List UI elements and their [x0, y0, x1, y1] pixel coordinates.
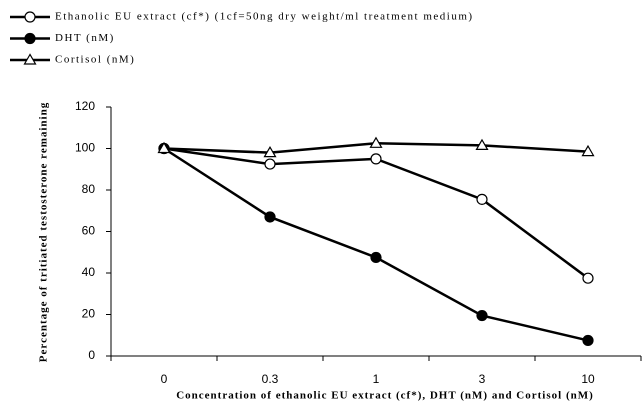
legend-marker — [23, 53, 37, 65]
data-point — [157, 141, 171, 154]
series-line — [163, 147, 589, 342]
data-point — [263, 145, 277, 158]
x-tick-label: 3 — [479, 372, 486, 386]
y-tick-label: 120 — [75, 99, 95, 113]
y-axis-label: Percentage of tritiated testosterone rem… — [38, 102, 50, 362]
data-point — [370, 153, 382, 165]
data-point — [475, 138, 489, 150]
y-tick-label: 100 — [75, 141, 95, 155]
legend-label: Cortisol (nM) — [55, 54, 135, 66]
y-tick-label: 60 — [82, 224, 96, 238]
y-tick-label: 80 — [82, 182, 96, 196]
x-axis-label: Concentration of ethanolic EU extract (c… — [176, 390, 594, 402]
legend-marker — [24, 32, 36, 45]
x-tick-label: 10 — [581, 372, 595, 386]
data-point — [369, 136, 383, 148]
y-tick-label: 0 — [88, 348, 95, 362]
y-tick-label: 40 — [82, 265, 96, 279]
y-tick-label: 20 — [82, 307, 96, 321]
data-point — [264, 158, 276, 170]
data-point — [370, 251, 382, 264]
x-tick-label: 0 — [161, 372, 168, 386]
legend-label: Ethanolic EU extract (cf*) (1cf=50ng dry… — [55, 11, 474, 23]
data-point — [582, 334, 594, 347]
x-tick-label: 1 — [373, 372, 380, 386]
x-tick-label: 0.3 — [262, 372, 279, 386]
data-point — [582, 272, 594, 284]
legend-label: DHT (nM) — [55, 32, 115, 44]
data-point — [264, 211, 276, 223]
data-point — [476, 309, 488, 322]
data-point — [581, 144, 595, 157]
legend-marker — [24, 11, 36, 23]
data-point — [476, 193, 488, 205]
